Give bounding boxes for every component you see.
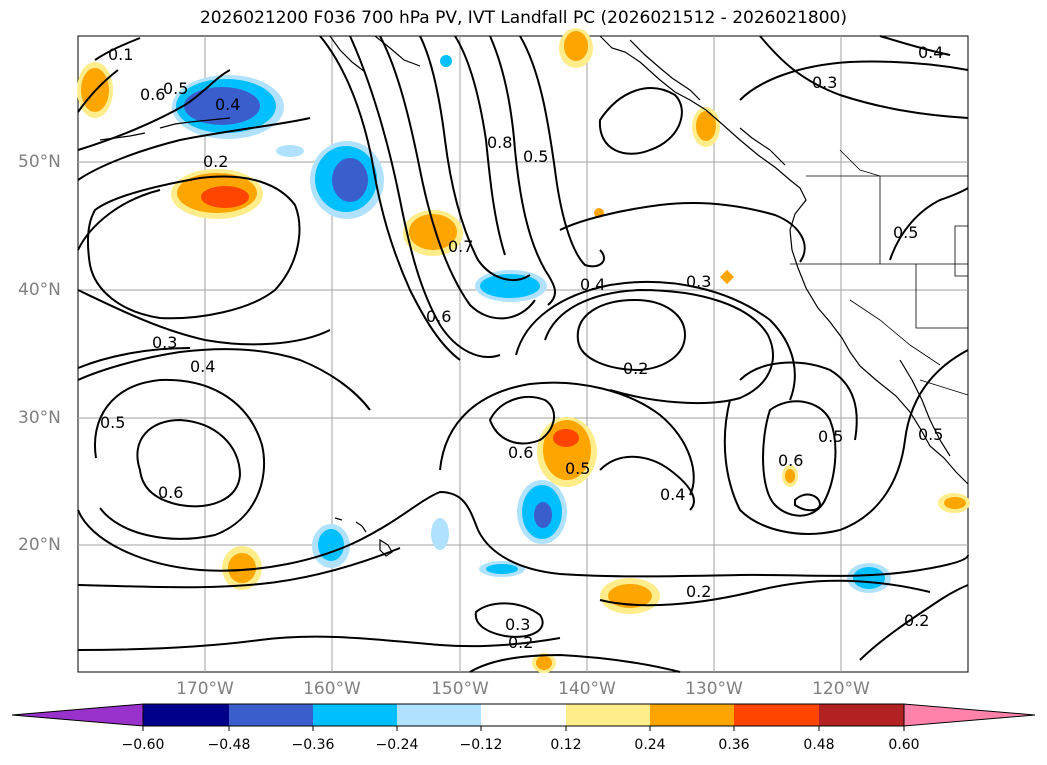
colorbar-extend-left — [11, 703, 144, 727]
pv-contours — [77, 35, 969, 673]
lon-label: 150°W — [431, 679, 489, 699]
colorbar-tick-label: 0.36 — [718, 737, 750, 753]
colorbar-extend-right — [903, 703, 1036, 727]
lon-label: 120°W — [812, 679, 870, 699]
contour-label: 0.2 — [623, 359, 648, 378]
colorbar-bin — [650, 704, 734, 726]
contour-label: 0.5 — [918, 425, 943, 444]
contour-label: 0.2 — [904, 611, 929, 630]
colorbar-tick-label: −0.60 — [121, 737, 165, 753]
contour-label: 0.2 — [508, 633, 533, 652]
colorbar-tick-label: −0.36 — [291, 737, 335, 753]
contour-label: 0.3 — [152, 333, 177, 352]
contour-label: 0.6 — [140, 85, 165, 104]
contour-label: 0.3 — [505, 615, 530, 634]
contour-label: 0.5 — [100, 413, 125, 432]
lon-label: 140°W — [558, 679, 616, 699]
contour-label: 0.4 — [660, 485, 685, 504]
contour-label: 0.2 — [203, 152, 228, 171]
colorbar-tick-label: 0.60 — [888, 737, 920, 753]
colorbar-tick-label: −0.48 — [207, 737, 251, 753]
lat-label: 20°N — [18, 535, 61, 555]
gridlines — [78, 36, 968, 672]
colorbar-bin — [481, 704, 566, 726]
contour-label: 0.5 — [565, 459, 590, 478]
lon-label: 160°W — [303, 679, 361, 699]
contour-label: 0.6 — [778, 451, 803, 470]
contour-label: 0.5 — [163, 79, 188, 98]
colorbar-bin — [397, 704, 481, 726]
contour-label: 0.4 — [215, 95, 240, 114]
contour-label: 0.6 — [426, 307, 451, 326]
contour-label: 0.5 — [523, 147, 548, 166]
contour-label: 0.1 — [108, 45, 133, 64]
contour-label: 0.3 — [686, 272, 711, 291]
contour-labels: 0.1 0.6 0.5 0.4 0.2 0.8 0.5 0.7 0.6 0.4 … — [100, 43, 943, 652]
lat-label: 50°N — [18, 152, 61, 172]
colorbar-tick-label: 0.12 — [550, 737, 582, 753]
map-title: 2026021200 F036 700 hPa PV, IVT Landfall… — [199, 8, 847, 28]
colorbar-bin — [566, 704, 650, 726]
lon-label: 170°W — [176, 679, 234, 699]
lat-label: 40°N — [18, 280, 61, 300]
lat-label: 30°N — [18, 408, 61, 428]
contour-label: 0.3 — [812, 73, 837, 92]
colorbar-bin — [313, 704, 397, 726]
contour-label: 0.5 — [893, 223, 918, 242]
contour-label: 0.4 — [190, 357, 215, 376]
contour-label: 0.8 — [487, 133, 512, 152]
contour-label: 0.4 — [580, 275, 605, 294]
contour-label: 0.5 — [818, 427, 843, 446]
colorbar-tick-label: −0.12 — [459, 737, 503, 753]
contour-label: 0.6 — [158, 483, 183, 502]
colorbar-tick-label: −0.24 — [375, 737, 419, 753]
contour-label: 0.4 — [918, 43, 943, 62]
lon-label: 130°W — [685, 679, 743, 699]
colorbar-bin — [229, 704, 313, 726]
colorbar-tick-label: 0.24 — [634, 737, 666, 753]
colorbar-bin — [143, 704, 229, 726]
contour-label: 0.7 — [448, 237, 473, 256]
shaded-anomalies — [77, 28, 970, 673]
colorbar-bin — [734, 704, 819, 726]
coastlines — [99, 35, 969, 557]
contour-label: 0.6 — [508, 443, 533, 462]
colorbar-tick-label: 0.48 — [803, 737, 835, 753]
colorbar — [11, 703, 1036, 731]
colorbar-bin — [819, 704, 904, 726]
contour-label: 0.2 — [686, 582, 711, 601]
